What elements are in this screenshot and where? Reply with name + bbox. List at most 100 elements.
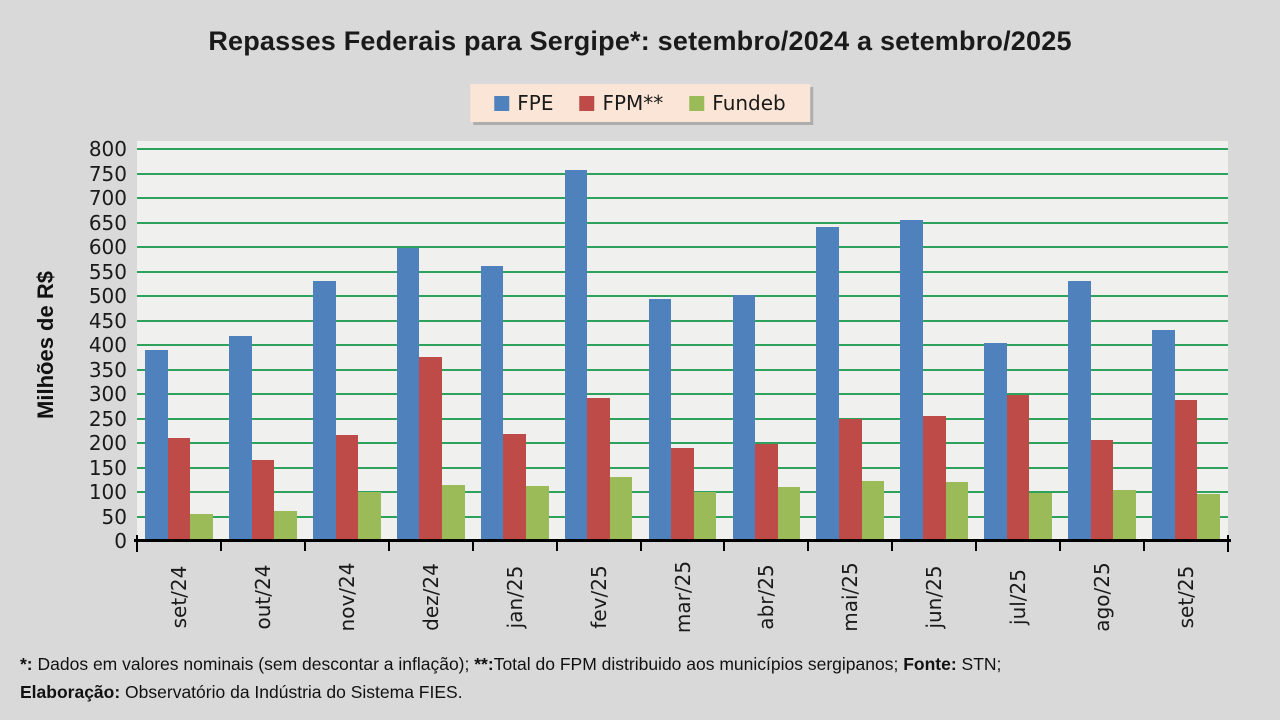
bar-fundeb-out-24	[274, 511, 297, 541]
bar-fundeb-jun-25	[945, 482, 969, 541]
x-axis-tick	[723, 541, 726, 551]
gridline	[137, 442, 1228, 444]
bar-fpe-jul-25	[984, 343, 1007, 541]
bar-fpe-fev-25	[564, 170, 588, 541]
x-axis-tick	[219, 541, 222, 551]
footnote-segment: Elaboração:	[20, 682, 121, 702]
y-axis-tick-label: 100	[88, 480, 127, 504]
bar-fundeb-set-25	[1197, 494, 1220, 541]
legend-label-fpm: FPM**	[602, 91, 664, 115]
y-axis-tick-label: 400	[88, 333, 127, 357]
gridline	[137, 344, 1228, 346]
bar-fpe-ago-25	[1068, 281, 1091, 541]
gridline	[137, 368, 1228, 371]
footnote-segment: Observatório da Indústria do Sistema FIE…	[120, 682, 463, 702]
x-axis-label-dez-24: dez/24	[418, 563, 443, 631]
legend-swatch-fpe	[494, 95, 510, 111]
footnote-segment: Dados em valores nominais (sem descontar…	[32, 654, 475, 674]
footnote-segment: Fonte:	[903, 654, 957, 674]
bar-fpm-mar-25	[671, 448, 694, 541]
legend-item-fundeb: Fundeb	[689, 91, 786, 115]
x-axis-label-out-24: out/24	[250, 564, 275, 630]
x-axis-label-mai-25: mai/25	[838, 562, 863, 632]
footnote-segment: **:	[474, 654, 494, 674]
gridline	[137, 393, 1228, 395]
gridline	[137, 270, 1228, 273]
bar-fpe-nov-24	[312, 281, 336, 541]
x-axis-label-jul-25: jul/25	[1006, 569, 1031, 625]
y-axis-tick-label: 800	[88, 137, 127, 161]
bar-fpe-out-24	[228, 335, 252, 541]
gridline	[137, 172, 1228, 175]
bar-fundeb-mai-25	[861, 480, 885, 541]
y-axis-tick-label: 150	[88, 455, 127, 480]
bar-fundeb-nov-24	[358, 491, 381, 541]
x-axis-tick	[1059, 541, 1062, 551]
gridline	[137, 221, 1228, 224]
y-axis-tick-label: 250	[88, 406, 127, 431]
x-axis-label-fev-25: fev/25	[586, 565, 611, 629]
x-axis-tick	[975, 541, 978, 551]
y-axis-tick-label: 200	[88, 431, 127, 455]
y-axis-tick-label: 0	[114, 529, 127, 553]
x-axis-tick	[891, 541, 894, 551]
x-axis-tick	[639, 541, 642, 551]
y-axis-tick-label: 500	[88, 284, 127, 308]
bar-fpm-fev-25	[587, 398, 610, 541]
bar-fpe-abr-25	[732, 295, 756, 541]
bar-fpm-ago-25	[1090, 440, 1114, 541]
x-axis-tick	[471, 541, 474, 551]
gridline	[137, 197, 1228, 199]
x-axis-label-abr-25: abr/25	[754, 564, 779, 630]
footnote-segment: *:	[20, 654, 33, 674]
bar-fpm-dez-24	[419, 357, 443, 541]
bar-fpm-set-25	[1174, 400, 1198, 541]
bar-fpm-jul-25	[1006, 395, 1030, 541]
legend: FPE FPM** Fundeb	[470, 84, 810, 122]
bar-fpm-jan-25	[503, 434, 526, 541]
legend-label-fundeb: Fundeb	[712, 91, 786, 115]
gridline	[137, 148, 1228, 150]
bar-fundeb-set-24	[190, 514, 213, 541]
x-axis-label-jun-25: jun/25	[922, 565, 947, 629]
y-axis-tick-label: 550	[88, 259, 127, 284]
bar-fundeb-ago-25	[1113, 489, 1136, 541]
y-axis-tick-label: 700	[88, 186, 127, 210]
x-axis-tick	[303, 541, 306, 551]
bar-fpm-mai-25	[839, 419, 862, 541]
plot-area	[134, 141, 1231, 552]
legend-item-fpm: FPM**	[579, 91, 663, 115]
y-axis-tick-label: 300	[88, 382, 127, 406]
bar-fpe-dez-24	[396, 247, 420, 541]
bar-fpe-jan-25	[480, 265, 504, 541]
gridline	[137, 319, 1228, 322]
y-axis-tick-label: 450	[88, 308, 127, 333]
gridline	[137, 417, 1228, 420]
bar-fundeb-fev-25	[609, 476, 633, 541]
footnote-line-2: Elaboração: Observatório da Indústria do…	[20, 678, 1265, 706]
bar-fpm-out-24	[251, 459, 275, 541]
x-axis-label-set-24: set/24	[166, 565, 191, 629]
y-axis-tick-label: 50	[101, 504, 127, 529]
gridline	[137, 246, 1228, 248]
bar-fpe-jun-25	[900, 219, 923, 541]
y-axis-tick-label: 600	[88, 235, 127, 259]
footnote-segment: STN;	[956, 654, 1002, 674]
x-axis-label-jan-25: jan/25	[502, 565, 527, 629]
footnote-segment: Total do FPM distribuido aos municípios …	[493, 654, 904, 674]
x-axis-label-nov-24: nov/24	[334, 562, 359, 632]
x-axis-tick	[1143, 541, 1146, 551]
bar-fundeb-abr-25	[777, 487, 801, 541]
footnote-line-1: *: Dados em valores nominais (sem descon…	[20, 650, 1265, 678]
x-axis-label-mar-25: mar/25	[670, 560, 695, 634]
bar-fpe-set-24	[145, 349, 168, 541]
x-axis-label-set-25: set/25	[1174, 565, 1199, 629]
bar-fpe-mar-25	[648, 298, 672, 541]
bar-fpe-mai-25	[816, 226, 840, 541]
bar-fundeb-jul-25	[1029, 493, 1053, 541]
legend-item-fpe: FPE	[494, 91, 553, 115]
x-axis-tick	[555, 541, 558, 551]
bar-fundeb-jan-25	[525, 485, 549, 541]
bar-fpm-nov-24	[335, 435, 359, 541]
legend-swatch-fpm	[579, 95, 595, 111]
